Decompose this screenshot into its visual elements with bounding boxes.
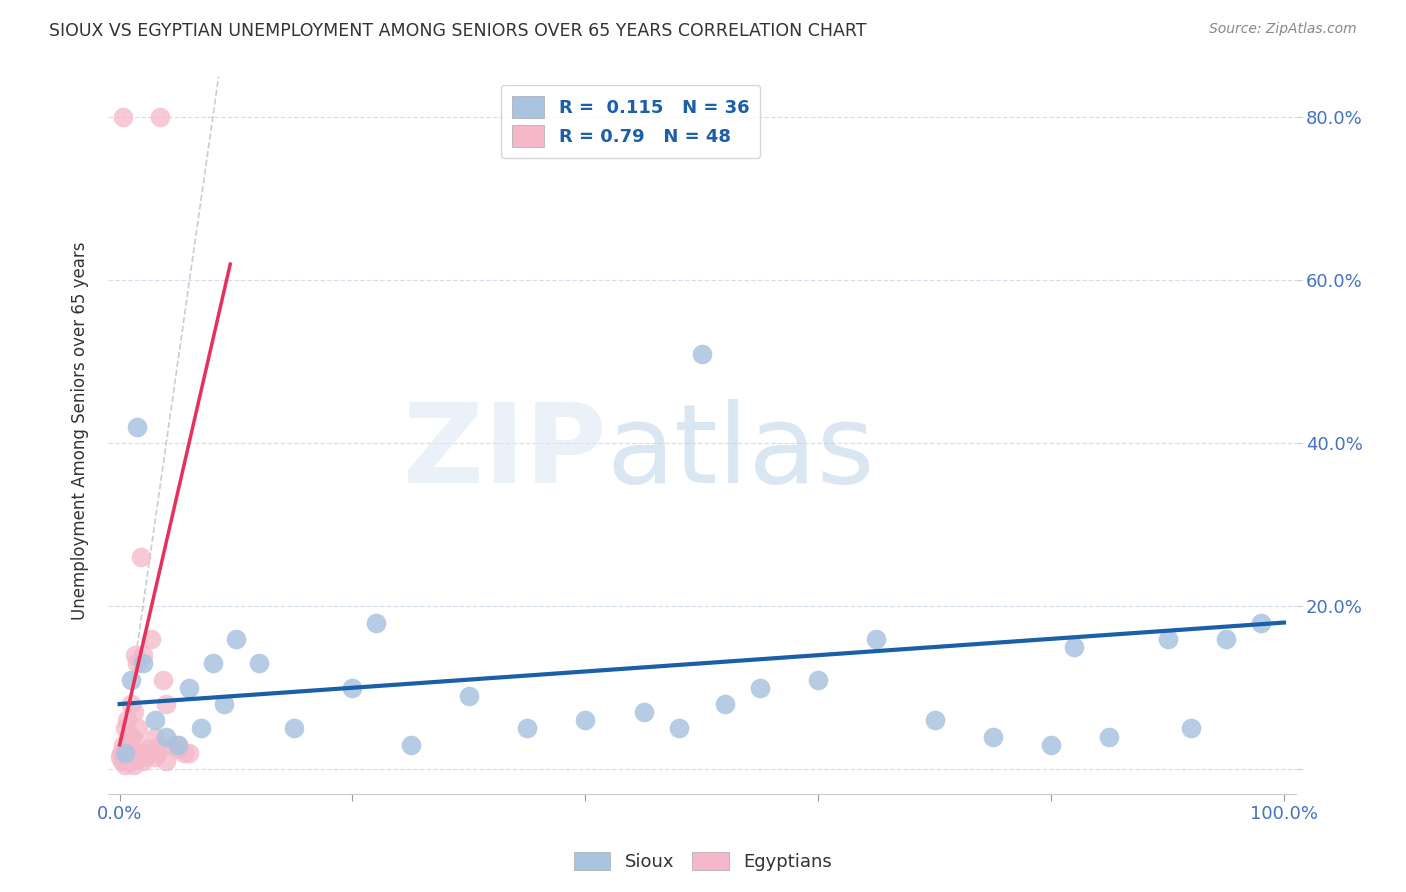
- Point: [1250, 615, 1272, 630]
- Point: [127, 420, 149, 434]
- Point: [516, 722, 538, 736]
- Point: [1040, 738, 1063, 752]
- Point: [364, 615, 387, 630]
- Point: [149, 111, 172, 125]
- Point: [173, 746, 195, 760]
- Point: [127, 722, 149, 736]
- Text: SIOUX VS EGYPTIAN UNEMPLOYMENT AMONG SENIORS OVER 65 YEARS CORRELATION CHART: SIOUX VS EGYPTIAN UNEMPLOYMENT AMONG SEN…: [49, 22, 866, 40]
- Point: [166, 742, 188, 756]
- Point: [128, 746, 150, 760]
- Text: ZIP: ZIP: [404, 400, 607, 507]
- Point: [143, 730, 166, 744]
- Point: [201, 657, 224, 671]
- Point: [143, 750, 166, 764]
- Point: [136, 746, 159, 760]
- Point: [112, 738, 135, 752]
- Point: [807, 673, 830, 687]
- Point: [127, 750, 149, 764]
- Point: [714, 697, 737, 711]
- Point: [120, 697, 142, 711]
- Point: [574, 714, 596, 728]
- Point: [120, 673, 142, 687]
- Point: [143, 714, 166, 728]
- Point: [179, 681, 201, 695]
- Point: [214, 697, 236, 711]
- Point: [138, 746, 160, 760]
- Y-axis label: Unemployment Among Seniors over 65 years: Unemployment Among Seniors over 65 years: [72, 242, 89, 620]
- Point: [112, 754, 135, 768]
- Point: [690, 347, 713, 361]
- Point: [179, 746, 201, 760]
- Text: Source: ZipAtlas.com: Source: ZipAtlas.com: [1209, 22, 1357, 37]
- Point: [127, 657, 149, 671]
- Point: [112, 111, 135, 125]
- Point: [247, 657, 270, 671]
- Point: [160, 738, 183, 752]
- Point: [633, 705, 655, 719]
- Point: [121, 730, 143, 744]
- Point: [118, 742, 141, 756]
- Point: [1156, 632, 1178, 646]
- Point: [114, 758, 136, 772]
- Point: [149, 738, 172, 752]
- Point: [110, 746, 132, 760]
- Point: [155, 697, 177, 711]
- Point: [152, 673, 174, 687]
- Point: [166, 738, 188, 752]
- Text: atlas: atlas: [607, 400, 876, 507]
- Legend: Sioux, Egyptians: Sioux, Egyptians: [567, 845, 839, 879]
- Point: [1063, 640, 1085, 654]
- Point: [342, 681, 364, 695]
- Point: [865, 632, 887, 646]
- Point: [1098, 730, 1121, 744]
- Point: [117, 733, 139, 747]
- Point: [146, 746, 169, 760]
- Point: [129, 550, 152, 565]
- Point: [668, 722, 690, 736]
- Point: [114, 722, 136, 736]
- Point: [1215, 632, 1237, 646]
- Point: [134, 750, 156, 764]
- Point: [124, 648, 146, 662]
- Point: [120, 746, 142, 760]
- Point: [283, 722, 305, 736]
- Point: [132, 754, 155, 768]
- Point: [166, 738, 188, 752]
- Point: [122, 758, 145, 772]
- Point: [120, 754, 142, 768]
- Point: [115, 714, 138, 728]
- Point: [981, 730, 1004, 744]
- Point: [155, 730, 177, 744]
- Point: [117, 730, 139, 744]
- Point: [399, 738, 422, 752]
- Point: [132, 657, 155, 671]
- Point: [190, 722, 212, 736]
- Point: [115, 750, 138, 764]
- Point: [112, 746, 135, 760]
- Point: [139, 632, 162, 646]
- Point: [155, 754, 177, 768]
- Point: [122, 705, 145, 719]
- Point: [924, 714, 946, 728]
- Point: [1180, 722, 1202, 736]
- Point: [132, 648, 155, 662]
- Point: [749, 681, 772, 695]
- Point: [125, 733, 148, 747]
- Point: [114, 746, 136, 760]
- Point: [458, 689, 481, 703]
- Point: [110, 750, 132, 764]
- Point: [138, 742, 160, 756]
- Point: [225, 632, 247, 646]
- Point: [111, 754, 134, 768]
- Legend: R =  0.115   N = 36, R = 0.79   N = 48: R = 0.115 N = 36, R = 0.79 N = 48: [501, 85, 761, 158]
- Point: [118, 733, 141, 747]
